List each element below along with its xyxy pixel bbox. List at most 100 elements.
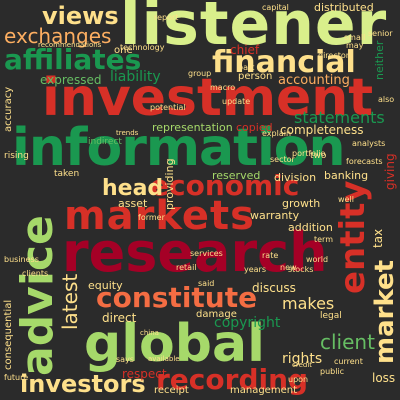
word-report: report [154, 13, 179, 22]
word-chief: chief [230, 43, 260, 57]
word-public: public [320, 367, 345, 376]
word-group: group [188, 69, 212, 78]
word-well: well [338, 195, 354, 204]
word-markets: markets [64, 193, 255, 239]
word-representation: representation [152, 121, 233, 134]
word-accuracy: accuracy [3, 86, 14, 132]
word-director: director [318, 51, 350, 60]
word-services: services [190, 249, 223, 258]
word-taken: taken [54, 169, 80, 179]
word-consequential: consequential [3, 299, 14, 370]
word-says: says [116, 355, 134, 364]
word-distributed: distributed [314, 1, 374, 14]
word-trends: trends [116, 129, 139, 137]
word-stocks: stocks [288, 265, 314, 274]
word-economic: economic [150, 169, 300, 202]
word-investment: investment [42, 68, 374, 128]
word-portfolio: portfolio [292, 149, 326, 158]
word-asset: asset [118, 197, 148, 210]
word-growth: growth [282, 197, 321, 210]
word-one: one [114, 45, 133, 56]
word-analysts: analysts [352, 139, 386, 148]
word-liability: liability [110, 69, 161, 85]
word-views: views [42, 2, 119, 30]
word-current: current [334, 357, 363, 366]
word-macro: macro [210, 83, 236, 92]
word-new: new [280, 263, 297, 272]
word-discuss: discuss [252, 281, 296, 295]
word-update: update [222, 97, 251, 106]
word-constitute: constitute [96, 281, 258, 314]
word-addition: addition [288, 221, 333, 234]
word-accounting: accounting [278, 73, 350, 88]
word-rising: rising [4, 151, 29, 161]
word-loss: loss [372, 371, 396, 385]
word-direct: direct [102, 311, 137, 325]
word-future: future [4, 373, 29, 382]
word-client: client [320, 330, 375, 354]
word-world: world [306, 255, 329, 264]
word-clients: clients [22, 269, 49, 278]
word-explain: explain [262, 129, 292, 138]
word-capital: capital [262, 3, 289, 12]
word-affiliates: affiliates [4, 43, 142, 76]
word-giving: giving [383, 153, 397, 190]
word-indirect: indirect [88, 137, 122, 147]
word-recording: recording [156, 363, 309, 396]
word-research: research [62, 221, 328, 284]
word-global: global [84, 314, 265, 374]
word-former: former [138, 213, 165, 222]
word-neither: neither [373, 40, 386, 80]
word-business: business [4, 255, 39, 264]
word-investors: investors [20, 370, 146, 398]
word-latest: latest [58, 273, 82, 330]
word-sector: sector [270, 155, 295, 164]
word-two: two [310, 151, 327, 161]
word-small: small [344, 33, 366, 42]
word-makes: makes [282, 294, 335, 313]
word-rights: rights [282, 351, 323, 367]
word-also: also [378, 95, 395, 104]
word-part: part [238, 63, 255, 72]
word-person: person [238, 71, 273, 82]
word-warranty: warranty [250, 209, 300, 222]
word-term: term [314, 235, 333, 244]
word-statements: statements [294, 108, 385, 127]
word-credit: credit [292, 361, 313, 369]
word-completeness: completeness [280, 123, 364, 137]
word-market: market [370, 259, 400, 364]
word-retail: retail [176, 263, 197, 272]
word-forecasts: forecasts [346, 157, 383, 166]
word-receipt: receipt [154, 385, 189, 396]
word-listener: listener [120, 0, 388, 59]
word-reserved: reserved [212, 169, 261, 182]
word-recommendations: recommendations [38, 41, 102, 49]
word-china: china [140, 329, 159, 337]
word-potential: potential [150, 103, 186, 112]
word-available: available [148, 355, 180, 363]
word-respect: respect [122, 367, 167, 381]
word-division: division [274, 171, 317, 184]
word-banking: banking [324, 169, 369, 182]
word-upon: upon [288, 375, 309, 384]
word-exchanges: exchanges [4, 24, 112, 48]
word-legal: legal [320, 311, 342, 321]
word-said: said [198, 279, 215, 288]
word-rate: rate [262, 251, 279, 260]
word-advice: advice [12, 215, 63, 376]
word-information: information [12, 118, 346, 178]
word-copied: copied [236, 121, 273, 134]
word-technology: technology [120, 43, 165, 52]
word-management: management [230, 385, 297, 396]
word-senior: senior [368, 29, 393, 38]
word-providing: providing [163, 158, 176, 210]
word-may: may [346, 41, 364, 50]
word-copyright: copyright [214, 315, 281, 331]
word-years: years [244, 265, 267, 274]
word-head: head [102, 176, 164, 201]
word-equity: equity [88, 279, 123, 292]
word-expressed: expressed [40, 73, 102, 87]
word-tax: tax [371, 228, 385, 248]
word-financial: financial [212, 45, 356, 80]
